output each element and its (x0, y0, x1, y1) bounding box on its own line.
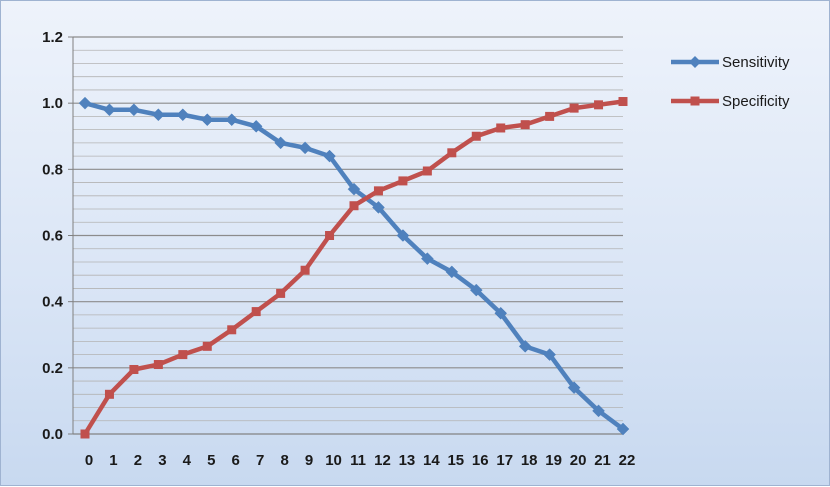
sensitivity-point (592, 404, 605, 418)
y-tick-label: 0.0 (42, 426, 63, 443)
y-tick-label: 0.8 (42, 161, 63, 178)
sensitivity-point (372, 201, 385, 214)
specificity-point (520, 120, 530, 130)
sensitivity-point (445, 265, 459, 279)
sensitivity-point (543, 348, 556, 361)
x-tick-label: 3 (158, 452, 166, 469)
sensitivity-point (567, 381, 581, 395)
sensitivity-point (78, 96, 92, 110)
specificity-point (227, 325, 237, 335)
x-tick-label: 4 (183, 452, 192, 469)
sensitivity-point (323, 149, 336, 163)
sensitivity-point (298, 141, 312, 155)
specificity-point (594, 100, 604, 110)
x-tick-label: 17 (496, 452, 513, 469)
specificity-point (325, 231, 335, 240)
sensitivity-point (152, 108, 165, 122)
sensitivity-point (225, 113, 239, 127)
legend: Sensitivity Specificity (671, 54, 790, 110)
x-tick-label: 6 (232, 452, 240, 469)
specificity-point (545, 111, 555, 121)
sensitivity-point (103, 103, 116, 117)
sensitivity-point (127, 103, 141, 117)
specificity-point (496, 123, 506, 133)
specificity-point (276, 288, 286, 298)
sensitivity-legend-label: Sensitivity (722, 54, 790, 71)
sensitivity-point (616, 422, 630, 436)
sensitivity-point (249, 119, 263, 133)
sensitivity-legend-marker (689, 56, 701, 68)
specificity-legend-marker (690, 96, 700, 106)
specificity-point (251, 307, 261, 317)
specificity-point (569, 103, 579, 113)
specificity-point (300, 265, 310, 275)
specificity-point (80, 429, 90, 439)
x-tick-label: 8 (280, 452, 288, 469)
sensitivity-point (518, 339, 532, 353)
specificity-point (349, 201, 359, 211)
specificity-point (129, 364, 139, 374)
sensitivity-point (200, 113, 214, 127)
x-tick-label: 16 (472, 452, 489, 469)
x-tick-label: 18 (521, 452, 538, 469)
sensitivity-point (176, 108, 190, 122)
specificity-point (104, 389, 114, 399)
x-tick-label: 21 (594, 452, 611, 469)
y-tick-label: 0.2 (42, 360, 63, 377)
specificity-legend-label: Specificity (722, 93, 790, 110)
specificity-point (447, 148, 457, 158)
x-tick-label: 9 (305, 452, 313, 469)
y-tick-label: 0.6 (42, 228, 63, 245)
x-tick-label: 13 (399, 452, 416, 469)
specificity-point (618, 97, 628, 107)
x-tick-label: 5 (207, 452, 215, 469)
sensitivity-point (494, 306, 508, 320)
x-tick-label: 20 (570, 452, 587, 469)
axes: 0.00.20.40.60.81.01.20 1 2 3 4 5 6 7 8 9 10 11 12 13 1… (42, 29, 635, 469)
specificity-point (422, 166, 432, 176)
specificity-point (202, 341, 212, 351)
x-tick-label: 11 (350, 452, 366, 469)
sensitivity-point (396, 229, 410, 242)
y-tick-label: 0.4 (42, 294, 64, 311)
sensitivity-line (82, 100, 626, 432)
specificity-point (373, 186, 383, 196)
specificity-point (153, 360, 163, 370)
gridlines (73, 36, 623, 435)
x-tick-label: 2 (134, 452, 142, 469)
x-tick-label: 15 (447, 452, 464, 469)
specificity-point (471, 131, 481, 141)
series (78, 96, 630, 439)
x-tick-label: 12 (374, 452, 391, 469)
specificity-point (398, 176, 408, 186)
x-tick-label: 1 (109, 452, 117, 469)
sensitivity-point (421, 252, 434, 266)
specificity-line (82, 99, 626, 437)
x-tick-label: 10 (325, 452, 342, 469)
x-tick-label: 14 (423, 452, 440, 469)
sensitivity-point (347, 182, 361, 196)
y-tick-label: 1.2 (42, 29, 63, 46)
x-tick-label: 0 (85, 452, 93, 469)
sensitivity-point (274, 136, 287, 150)
sensitivity-point (469, 283, 483, 297)
x-tick-label: 19 (545, 452, 562, 469)
x-tick-label: 22 (619, 452, 636, 469)
y-tick-label: 1.0 (42, 95, 63, 112)
x-tick-label: 7 (256, 452, 264, 469)
specificity-point (178, 350, 188, 360)
